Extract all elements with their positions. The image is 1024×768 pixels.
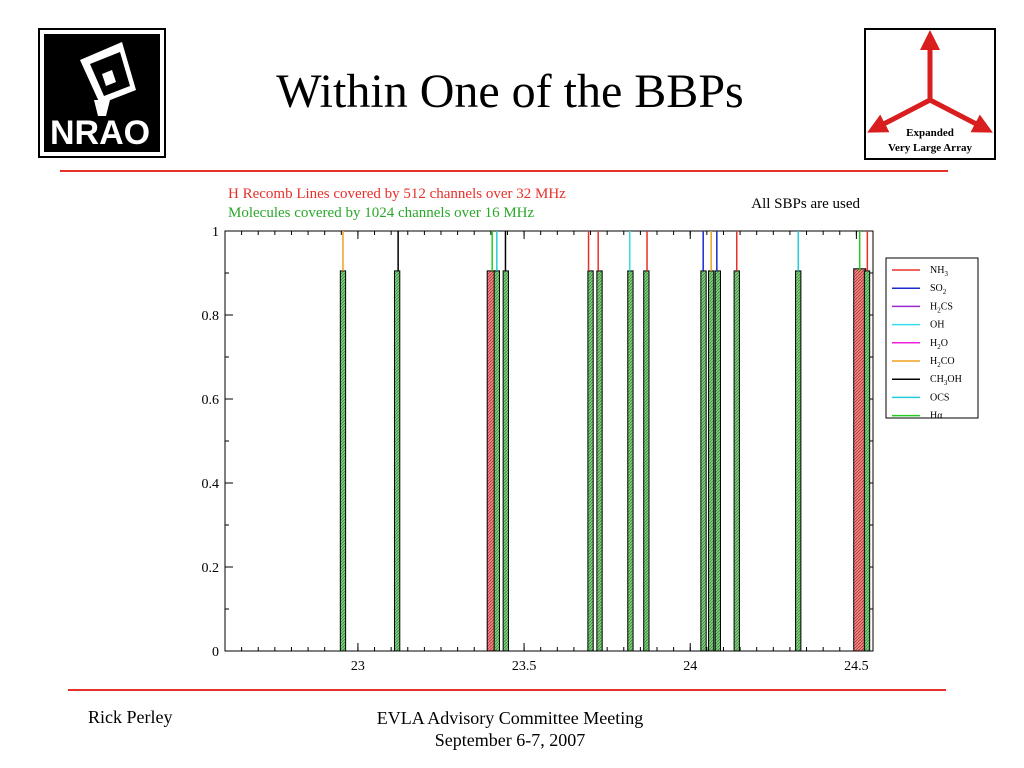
- evla-arm-southwest: [867, 97, 932, 133]
- coverage-band-12: [714, 270, 721, 652]
- coverage-band-1: [339, 270, 347, 652]
- evla-logo: Expanded Very Large Array: [864, 28, 996, 160]
- legend-entry: NH3: [930, 265, 948, 278]
- coverage-band-13: [733, 270, 740, 652]
- evla-logo-line1: Expanded: [906, 127, 954, 139]
- coverage-band-7: [596, 270, 603, 652]
- coverage-band-14: [795, 270, 802, 652]
- footer-event: EVLA Advisory Committee Meeting Septembe…: [340, 707, 680, 751]
- coverage-band-11: [708, 270, 715, 652]
- y-tick-label: 0.8: [202, 309, 220, 324]
- x-tick-label: 24.5: [844, 659, 869, 674]
- slide-title: Within One of the BBPs: [276, 65, 744, 118]
- legend-entry: CH3OH: [930, 374, 962, 387]
- top-divider: [60, 170, 948, 172]
- coverage-band-8: [627, 270, 634, 652]
- footer-event-line1: EVLA Advisory Committee Meeting: [376, 708, 644, 728]
- legend-entry: H2O: [930, 338, 948, 351]
- legend-entry: H2CO: [930, 356, 955, 369]
- chart-annotation-2: Molecules covered by 1024 channels over …: [228, 205, 535, 221]
- chart-annotation-1: H Recomb Lines covered by 512 channels o…: [228, 186, 566, 202]
- x-tick-label: 23: [351, 659, 365, 674]
- coverage-band-4: [493, 270, 500, 652]
- x-tick-label: 23.5: [512, 659, 537, 674]
- coverage-band-5: [502, 270, 509, 652]
- y-tick-label: 1: [212, 225, 219, 240]
- footer-author: Rick Perley: [88, 707, 173, 727]
- plot-area: [224, 230, 874, 652]
- x-tick-label: 24: [683, 659, 697, 674]
- y-tick-label: 0.2: [202, 561, 220, 576]
- coverage-band-10: [700, 270, 707, 652]
- bottom-divider: [68, 689, 946, 691]
- evla-logo-line2: Very Large Array: [888, 142, 972, 154]
- coverage-band-9: [643, 270, 650, 652]
- footer-event-line2: September 6-7, 2007: [434, 730, 586, 750]
- y-tick-label: 0: [212, 645, 219, 660]
- coverage-band-16: [863, 270, 871, 652]
- y-tick-label: 0.6: [202, 393, 220, 408]
- legend-entry: OCS: [930, 392, 949, 403]
- legend-entry: Hα: [930, 411, 943, 422]
- legend-box: [885, 257, 979, 419]
- coverage-chart: H Recomb Lines covered by 512 channels o…: [202, 186, 979, 674]
- legend-entry: OH: [930, 320, 944, 331]
- legend-entry: SO2: [930, 283, 947, 296]
- nrao-logo: NRAO: [38, 28, 166, 158]
- chart-annotation-3: All SBPs are used: [751, 196, 860, 212]
- evla-arm-southeast: [928, 97, 993, 133]
- y-tick-label: 0.4: [202, 477, 220, 492]
- coverage-band-6: [587, 270, 594, 652]
- nrao-logo-text: NRAO: [50, 114, 150, 152]
- legend-entry: H2CS: [930, 301, 953, 314]
- coverage-band-2: [393, 270, 401, 652]
